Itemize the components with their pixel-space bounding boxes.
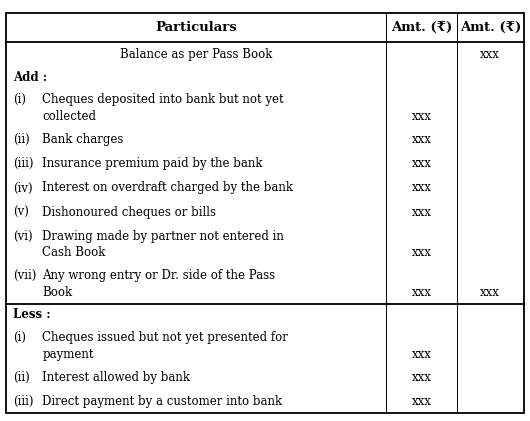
Text: xxx: xxx bbox=[411, 205, 431, 218]
Text: (v): (v) bbox=[13, 205, 29, 218]
Text: xxx: xxx bbox=[411, 157, 431, 171]
Text: Direct payment by a customer into bank: Direct payment by a customer into bank bbox=[42, 395, 282, 408]
Text: xxx: xxx bbox=[411, 395, 431, 408]
Text: Any wrong entry or Dr. side of the Pass: Any wrong entry or Dr. side of the Pass bbox=[42, 269, 276, 282]
Text: Interest on overdraft charged by the bank: Interest on overdraft charged by the ban… bbox=[42, 181, 294, 195]
Text: payment: payment bbox=[42, 348, 94, 360]
Text: Cheques issued but not yet presented for: Cheques issued but not yet presented for bbox=[42, 331, 288, 344]
Text: Less :: Less : bbox=[13, 308, 50, 321]
Text: xxx: xxx bbox=[480, 286, 500, 299]
Text: Particulars: Particulars bbox=[155, 21, 237, 34]
Text: (ii): (ii) bbox=[13, 371, 30, 384]
Text: (vii): (vii) bbox=[13, 269, 37, 282]
Text: (ii): (ii) bbox=[13, 133, 30, 146]
Text: Balance as per Pass Book: Balance as per Pass Book bbox=[120, 48, 272, 61]
Text: Amt. (₹): Amt. (₹) bbox=[460, 21, 521, 34]
Text: xxx: xxx bbox=[480, 48, 500, 61]
Text: xxx: xxx bbox=[411, 371, 431, 384]
Text: Insurance premium paid by the bank: Insurance premium paid by the bank bbox=[42, 157, 263, 171]
Text: (iii): (iii) bbox=[13, 157, 34, 171]
Text: (iv): (iv) bbox=[13, 181, 33, 195]
Text: collected: collected bbox=[42, 110, 96, 123]
Text: Bank charges: Bank charges bbox=[42, 133, 124, 146]
Text: xxx: xxx bbox=[411, 246, 431, 259]
Text: (i): (i) bbox=[13, 331, 26, 344]
Text: xxx: xxx bbox=[411, 348, 431, 360]
Text: xxx: xxx bbox=[411, 110, 431, 123]
Text: Add :: Add : bbox=[13, 71, 47, 83]
Text: Book: Book bbox=[42, 286, 73, 299]
Text: Drawing made by partner not entered in: Drawing made by partner not entered in bbox=[42, 229, 284, 242]
Text: (iii): (iii) bbox=[13, 395, 34, 408]
Text: xxx: xxx bbox=[411, 286, 431, 299]
Text: Cash Book: Cash Book bbox=[42, 246, 106, 259]
Text: Dishonoured cheques or bills: Dishonoured cheques or bills bbox=[42, 205, 216, 218]
Text: xxx: xxx bbox=[411, 133, 431, 146]
Text: (i): (i) bbox=[13, 93, 26, 107]
Text: Interest allowed by bank: Interest allowed by bank bbox=[42, 371, 190, 384]
Text: Cheques deposited into bank but not yet: Cheques deposited into bank but not yet bbox=[42, 93, 284, 107]
Text: (vi): (vi) bbox=[13, 229, 33, 242]
Text: xxx: xxx bbox=[411, 181, 431, 195]
Text: Amt. (₹): Amt. (₹) bbox=[391, 21, 452, 34]
